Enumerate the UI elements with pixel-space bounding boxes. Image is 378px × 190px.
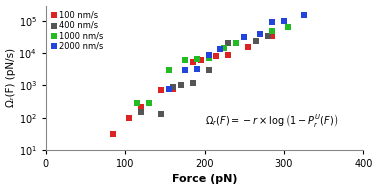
2000 nm/s (194, 68, 200, 71)
2000 nm/s (257, 32, 263, 35)
1000 nm/s (269, 29, 275, 32)
2000 nm/s (269, 21, 275, 24)
2000 nm/s (281, 19, 287, 22)
2000 nm/s (206, 54, 212, 57)
1000 nm/s (233, 41, 239, 44)
1000 nm/s (166, 69, 172, 72)
Legend: 100 nm/s, 400 nm/s, 1000 nm/s, 2000 nm/s: 100 nm/s, 400 nm/s, 1000 nm/s, 2000 nm/s (50, 10, 104, 51)
1000 nm/s (222, 47, 228, 50)
2000 nm/s (182, 69, 188, 72)
400 nm/s (138, 110, 144, 113)
100 nm/s (126, 117, 132, 120)
400 nm/s (225, 42, 231, 45)
2000 nm/s (241, 35, 247, 38)
X-axis label: Force (pN): Force (pN) (172, 174, 237, 184)
100 nm/s (225, 53, 231, 56)
400 nm/s (253, 39, 259, 42)
400 nm/s (265, 34, 271, 37)
1000 nm/s (146, 102, 152, 105)
100 nm/s (138, 105, 144, 108)
400 nm/s (170, 85, 176, 88)
1000 nm/s (285, 25, 291, 28)
Text: $\Omega_r(F) = -r \times \log\left(1 - P_r^U(F)\right)$: $\Omega_r(F) = -r \times \log\left(1 - P… (204, 112, 338, 129)
400 nm/s (158, 112, 164, 116)
400 nm/s (206, 69, 212, 72)
400 nm/s (190, 81, 196, 84)
100 nm/s (198, 59, 204, 62)
2000 nm/s (301, 14, 307, 17)
1000 nm/s (134, 102, 140, 105)
100 nm/s (110, 132, 116, 135)
100 nm/s (170, 87, 176, 90)
100 nm/s (214, 55, 220, 58)
400 nm/s (178, 84, 184, 87)
1000 nm/s (206, 57, 212, 60)
Y-axis label: Ωᵣ(F) (pN/s): Ωᵣ(F) (pN/s) (6, 48, 15, 107)
100 nm/s (158, 89, 164, 92)
100 nm/s (269, 34, 275, 37)
100 nm/s (190, 60, 196, 63)
2000 nm/s (166, 87, 172, 90)
100 nm/s (245, 46, 251, 49)
1000 nm/s (194, 58, 200, 61)
1000 nm/s (182, 59, 188, 62)
2000 nm/s (217, 48, 223, 51)
